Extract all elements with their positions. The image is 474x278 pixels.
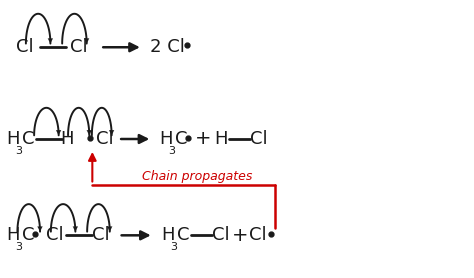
Text: C: C bbox=[177, 226, 189, 244]
Text: C: C bbox=[22, 130, 34, 148]
Text: 3: 3 bbox=[16, 242, 23, 252]
Text: +: + bbox=[232, 226, 248, 245]
Text: C: C bbox=[22, 226, 34, 244]
Text: C: C bbox=[175, 130, 187, 148]
Text: Cl: Cl bbox=[96, 130, 113, 148]
Text: Cl: Cl bbox=[250, 130, 267, 148]
Text: Cl: Cl bbox=[92, 226, 109, 244]
Text: H: H bbox=[159, 130, 173, 148]
Text: Chain propagates: Chain propagates bbox=[143, 170, 253, 183]
Text: H: H bbox=[61, 130, 74, 148]
Text: +: + bbox=[195, 130, 211, 148]
Text: Cl: Cl bbox=[46, 226, 64, 244]
Text: H: H bbox=[214, 130, 228, 148]
Text: 3: 3 bbox=[16, 146, 23, 156]
Text: H: H bbox=[161, 226, 174, 244]
Text: H: H bbox=[6, 226, 19, 244]
Text: Cl: Cl bbox=[212, 226, 229, 244]
Text: H: H bbox=[6, 130, 19, 148]
Text: 2 Cl: 2 Cl bbox=[150, 38, 185, 56]
Text: 3: 3 bbox=[171, 242, 178, 252]
Text: 3: 3 bbox=[169, 146, 176, 156]
Text: Cl: Cl bbox=[70, 38, 88, 56]
Text: Cl: Cl bbox=[16, 38, 34, 56]
Text: Cl: Cl bbox=[249, 226, 267, 244]
